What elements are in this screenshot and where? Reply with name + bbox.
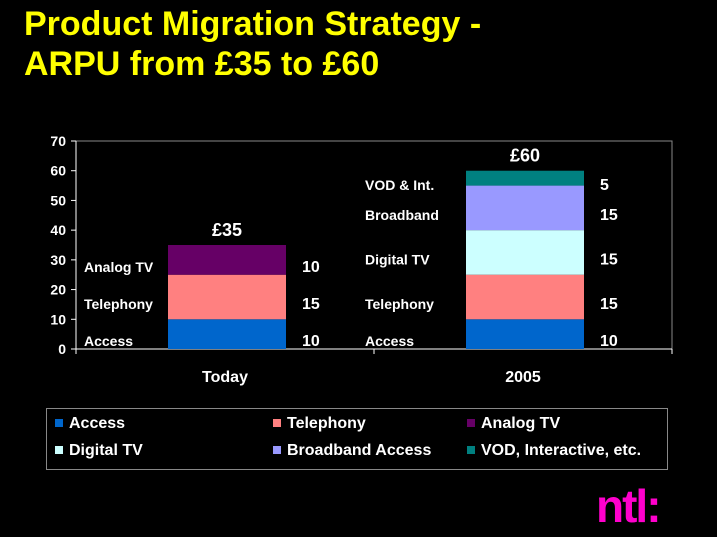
y-tick-label: 30 [50,252,66,268]
y-tick-label: 70 [50,133,66,149]
x-tick-label: 2005 [505,369,541,386]
segment-label: Access [365,333,414,349]
legend-item: Digital TV [55,442,143,460]
title-line-1: Product Migration Strategy - [24,5,482,43]
legend-item: VOD, Interactive, etc. [467,442,641,460]
data-label: 10 [302,259,320,276]
segment-label: Telephony [84,296,153,312]
legend-item: Telephony [273,415,366,433]
data-label: 15 [302,296,320,313]
chart-legend: Access Telephony Analog TV Digital TV Broadb… [46,408,668,470]
legend-label: Broadband Access [287,442,432,459]
bar-segment [168,245,286,275]
bar-segment [466,230,584,275]
segment-label: Digital TV [365,251,430,267]
segment-label: VOD & Int. [365,177,434,193]
legend-label: Digital TV [69,442,143,459]
legend-item: Access [55,415,125,433]
y-tick-label: 60 [50,163,66,179]
segment-label: Access [84,333,133,349]
legend-swatch [467,419,475,427]
legend-item: Analog TV [467,415,560,433]
bar-segment [466,185,584,231]
data-label: 5 [600,177,609,194]
legend-swatch [273,419,281,427]
slide-title: Product Migration Strategy - ARPU from £… [24,4,704,84]
bar-segment [466,274,584,320]
legend-swatch [273,446,281,454]
ntl-logo: ntl: [596,484,662,528]
legend-swatch [55,446,63,454]
x-tick-label: Today [202,369,248,386]
data-label: 10 [302,333,320,350]
bar-segment [168,319,286,349]
legend-label: Telephony [287,415,366,432]
data-label: 15 [600,207,618,224]
legend-swatch [467,446,475,454]
legend-item: Broadband Access [273,442,431,460]
legend-label: Access [69,415,126,432]
bar-segment [168,274,286,320]
bar-segment [466,319,584,349]
segment-label: Analog TV [84,259,154,275]
ntl-logo-text: ntl: [596,484,660,528]
data-label: 10 [600,333,618,350]
segment-label: Telephony [365,296,434,312]
legend-label: VOD, Interactive, etc. [481,442,642,459]
y-tick-label: 20 [50,282,66,298]
legend-label: Analog TV [481,415,561,432]
data-label: 15 [600,251,618,268]
segment-label: Broadband [365,207,439,223]
total-label: £60 [510,146,540,166]
data-label: 15 [600,296,618,313]
y-tick-label: 10 [50,311,66,327]
bar-segment [466,170,584,186]
y-tick-label: 50 [50,192,66,208]
y-tick-label: 0 [58,341,66,357]
total-label: £35 [212,220,242,240]
legend-swatch [55,419,63,427]
y-tick-label: 40 [50,222,66,238]
arpu-stacked-bar-chart: 0 10 20 30 40 50 60 70 Today 10 Access 15 Telephony 1… [50,133,673,386]
title-line-2: ARPU from £35 to £60 [24,45,380,83]
